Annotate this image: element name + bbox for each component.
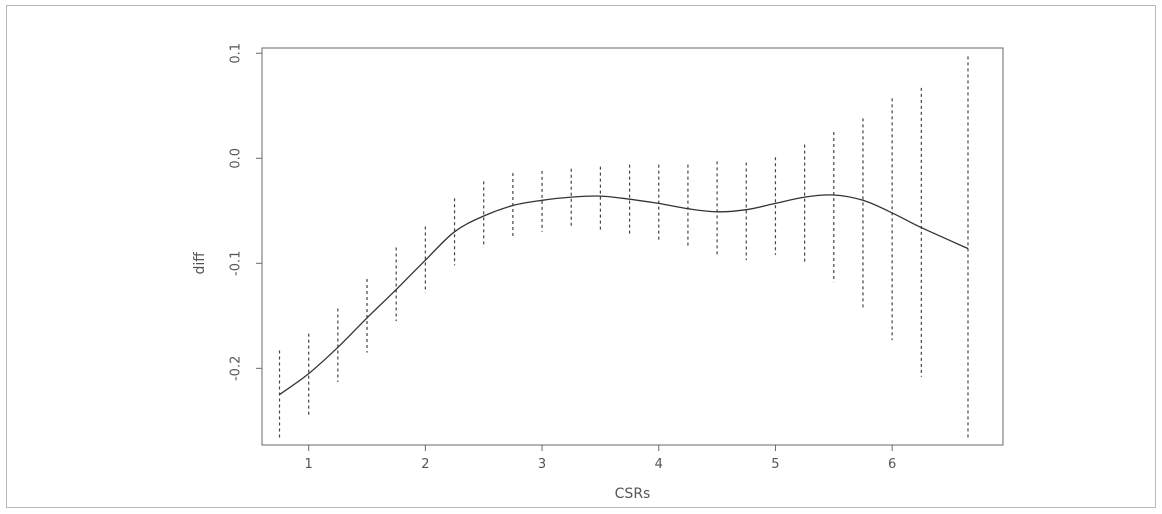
x-tick-label: 5 <box>771 457 779 472</box>
error-bars <box>278 56 969 440</box>
x-tick-label: 1 <box>305 457 313 472</box>
y-tick-label: -0.2 <box>229 356 244 381</box>
x-axis: 1 2 3 4 5 6 <box>305 445 896 472</box>
y-tick-label: 0.0 <box>229 148 244 169</box>
x-tick-label: 6 <box>888 457 896 472</box>
figure-frame <box>6 5 1156 508</box>
x-tick-label: 2 <box>421 457 429 472</box>
y-tick-label: -0.1 <box>229 251 244 276</box>
x-axis-label: CSRs <box>615 486 651 502</box>
y-axis: -0.2 -0.1 0.0 0.1 <box>229 43 262 381</box>
y-tick-label: 0.1 <box>229 43 244 64</box>
series-group <box>279 194 969 396</box>
plot-area <box>261 47 1004 446</box>
y-axis-label: diff <box>192 252 208 275</box>
series-line <box>279 194 969 396</box>
x-tick-label: 3 <box>538 457 546 472</box>
x-tick-label: 4 <box>655 457 663 472</box>
